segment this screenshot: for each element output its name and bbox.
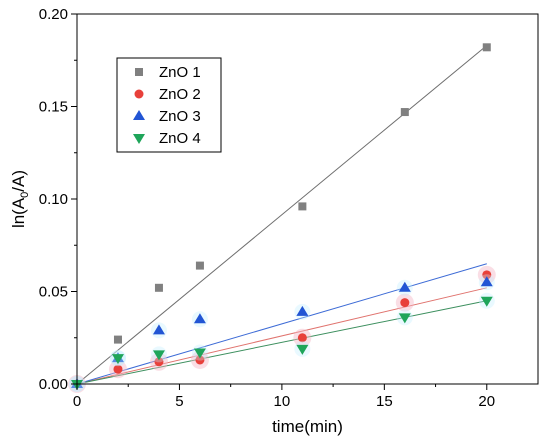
data-point-series-2 xyxy=(400,298,410,308)
x-tick-label: 15 xyxy=(376,393,393,410)
y-tick-label: 0.20 xyxy=(39,6,68,23)
legend-label-series-2: ZnO 2 xyxy=(159,86,201,103)
y-axis-title-subscript: 0 xyxy=(19,192,31,198)
y-axis-title: ln(A0/A) xyxy=(9,170,31,228)
data-point-series-3 xyxy=(193,313,206,324)
data-point-series-1 xyxy=(195,261,204,270)
fit-line-series-2 xyxy=(76,287,487,385)
y-tick-label: 0.05 xyxy=(39,284,68,301)
data-point-series-4 xyxy=(111,354,124,365)
legend-marker-series-4 xyxy=(133,134,145,144)
fit-line-series-4 xyxy=(76,300,487,385)
y-axis-title-part-1: ln(A xyxy=(9,197,28,228)
data-point-series-3 xyxy=(152,324,165,335)
legend-label-series-3: ZnO 3 xyxy=(159,108,201,125)
data-point-series-4 xyxy=(480,296,493,307)
x-tick-label: 5 xyxy=(175,393,183,410)
x-axis-title: time(min) xyxy=(272,417,343,436)
data-point-series-4 xyxy=(193,348,206,359)
data-point-series-1 xyxy=(482,43,491,52)
x-tick-label: 10 xyxy=(274,393,291,410)
data-point-series-2 xyxy=(113,364,123,374)
data-point-series-2 xyxy=(195,355,205,365)
legend-marker-series-2 xyxy=(134,89,144,99)
y-tick-label: 0.00 xyxy=(39,376,68,393)
y-tick-label: 0.15 xyxy=(39,99,68,116)
data-point-series-1 xyxy=(400,108,409,117)
data-point-series-4 xyxy=(152,350,165,361)
x-tick-label: 0 xyxy=(73,393,81,410)
legend: ZnO 1 ZnO 2 ZnO 3 ZnO 4 xyxy=(116,57,222,153)
data-point-series-2 xyxy=(154,357,164,367)
legend-label-series-1: ZnO 1 xyxy=(159,64,201,81)
data-point-series-3 xyxy=(398,281,411,292)
data-point-series-2 xyxy=(297,333,307,343)
legend-box xyxy=(116,57,222,153)
y-axis-title-part-2: /A) xyxy=(9,170,28,192)
data-point-series-4 xyxy=(398,313,411,324)
data-point-series-4 xyxy=(296,344,309,355)
data-point-series-1 xyxy=(298,202,307,211)
data-point-series-1 xyxy=(113,335,122,344)
ticks: 0 5 10 15 20 0.00 0.05 0.10 0.15 0.20 xyxy=(39,6,495,410)
data-point-series-2 xyxy=(482,270,492,280)
fit-line-series-3 xyxy=(76,263,487,385)
legend-marker-series-3 xyxy=(133,110,145,120)
data-point-series-3 xyxy=(480,276,493,287)
legend-marker-series-1 xyxy=(135,68,143,76)
data-point-series-3 xyxy=(296,305,309,316)
data-point-series-1 xyxy=(154,283,163,292)
fit-lines xyxy=(76,45,488,385)
y-tick-label: 0.10 xyxy=(39,191,68,208)
fit-line-series-1 xyxy=(76,45,488,385)
x-tick-label: 20 xyxy=(478,393,495,410)
data-markers xyxy=(68,43,496,393)
legend-label-series-4: ZnO 4 xyxy=(159,130,201,147)
